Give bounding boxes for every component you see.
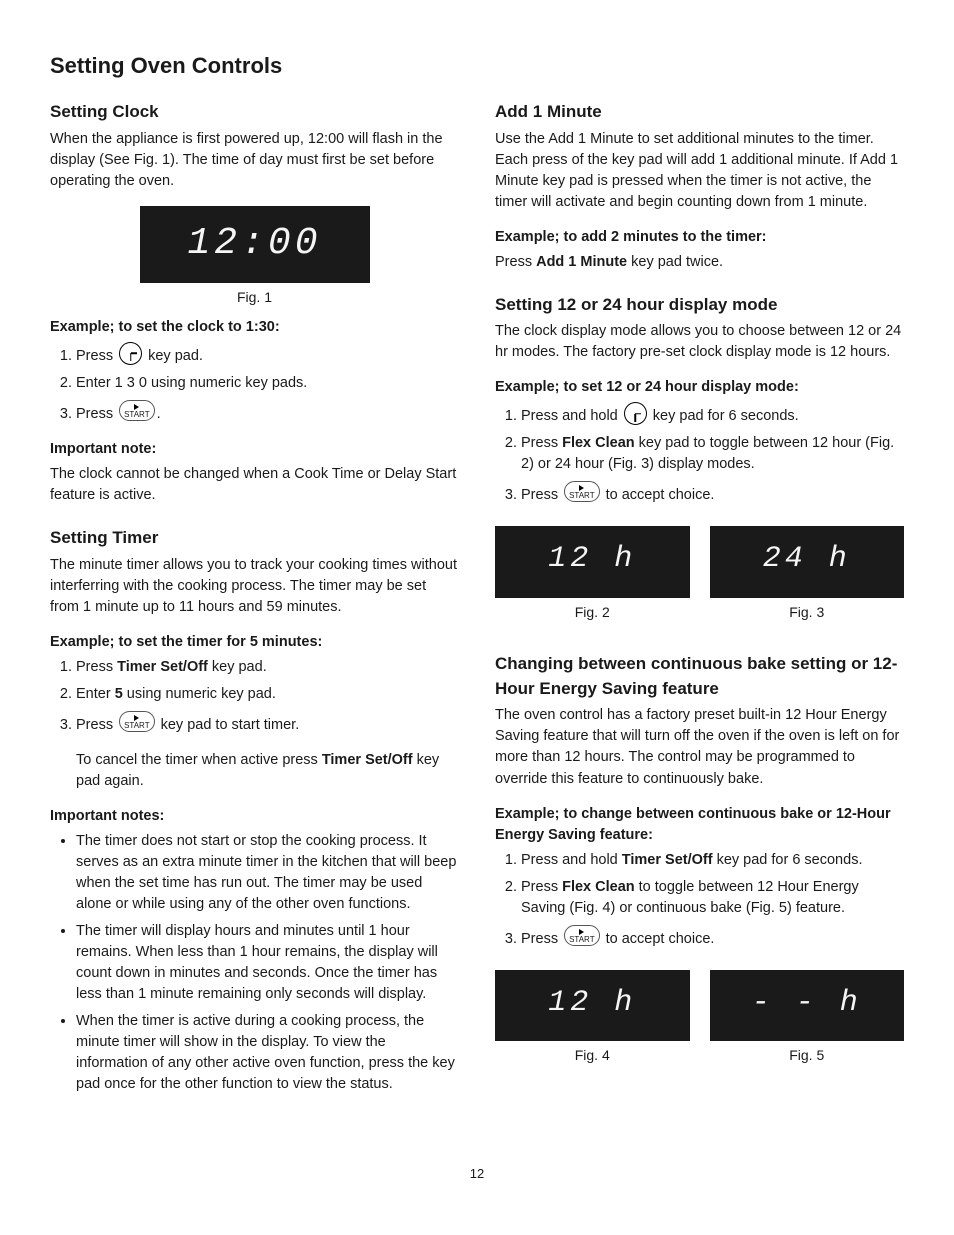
clock-step-2: Enter 1 3 0 using numeric key pads.: [76, 373, 459, 394]
bake-step-1: Press and hold Timer Set/Off key pad for…: [521, 850, 904, 871]
page-title: Setting Oven Controls: [50, 50, 904, 82]
mode-section: Setting 12 or 24 hour display mode The c…: [495, 293, 904, 633]
fig3-box: 24 h Fig. 3: [710, 520, 905, 632]
mode-step-3: Press START to accept choice.: [521, 481, 904, 506]
bake-step-2: Press Flex Clean to toggle between 12 Ho…: [521, 877, 904, 919]
setting-timer-intro: The minute timer allows you to track you…: [50, 555, 459, 618]
fig5-box: - - h Fig. 5: [710, 964, 905, 1076]
clock-example-hdr: Example; to set the clock to 1:30:: [50, 317, 459, 338]
display-fig4: 12 h: [495, 970, 690, 1042]
fig4-fig5-row: 12 h Fig. 4 - - h Fig. 5: [495, 964, 904, 1076]
mode-intro: The clock display mode allows you to cho…: [495, 321, 904, 363]
caption-fig2: Fig. 2: [495, 602, 690, 622]
add1-body: Press Add 1 Minute key pad twice.: [495, 252, 904, 273]
clock-icon: [119, 342, 142, 365]
start-icon: START: [119, 711, 154, 732]
caption-fig1: Fig. 1: [50, 287, 459, 307]
timer-step-2: Enter 5 using numeric key pad.: [76, 684, 459, 705]
setting-timer-section: Setting Timer The minute timer allows yo…: [50, 526, 459, 1095]
bake-heading: Changing between continuous bake setting…: [495, 652, 904, 701]
display-fig2: 12 h: [495, 526, 690, 598]
timer-note-2: The timer will display hours and minutes…: [76, 921, 459, 1005]
bake-step-3: Press START to accept choice.: [521, 925, 904, 950]
start-icon: START: [564, 925, 599, 946]
timer-step-3: Press START key pad to start timer.: [76, 711, 459, 736]
add1-intro: Use the Add 1 Minute to set additional m…: [495, 129, 904, 213]
timer-notes-hdr: Important notes:: [50, 806, 459, 827]
left-column: Setting Clock When the appliance is firs…: [50, 100, 459, 1115]
mode-steps: Press and hold key pad for 6 seconds. Pr…: [495, 402, 904, 506]
clock-steps: Press key pad. Enter 1 3 0 using numeric…: [50, 342, 459, 425]
timer-note-1: The timer does not start or stop the coo…: [76, 831, 459, 915]
caption-fig4: Fig. 4: [495, 1045, 690, 1065]
setting-clock-section: Setting Clock When the appliance is firs…: [50, 100, 459, 506]
caption-fig5: Fig. 5: [710, 1045, 905, 1065]
add1-section: Add 1 Minute Use the Add 1 Minute to set…: [495, 100, 904, 273]
timer-cancel: To cancel the timer when active press Ti…: [76, 750, 459, 792]
display-fig3: 24 h: [710, 526, 905, 598]
caption-fig3: Fig. 3: [710, 602, 905, 622]
fig4-box: 12 h Fig. 4: [495, 964, 690, 1076]
display-fig1: 12:00: [140, 206, 370, 283]
timer-steps: Press Timer Set/Off key pad. Enter 5 usi…: [50, 657, 459, 736]
timer-notes-list: The timer does not start or stop the coo…: [50, 831, 459, 1095]
clock-note-hdr: Important note:: [50, 439, 459, 460]
mode-step-1: Press and hold key pad for 6 seconds.: [521, 402, 904, 427]
bake-example-hdr: Example; to change between continuous ba…: [495, 804, 904, 846]
display-fig5: - - h: [710, 970, 905, 1042]
page-number: 12: [50, 1165, 904, 1184]
bake-section: Changing between continuous bake setting…: [495, 652, 904, 1075]
mode-example-hdr: Example; to set 12 or 24 hour display mo…: [495, 377, 904, 398]
clock-note-body: The clock cannot be changed when a Cook …: [50, 464, 459, 506]
clock-step-1: Press key pad.: [76, 342, 459, 367]
mode-heading: Setting 12 or 24 hour display mode: [495, 293, 904, 318]
timer-step-1: Press Timer Set/Off key pad.: [76, 657, 459, 678]
bake-intro: The oven control has a factory preset bu…: [495, 705, 904, 789]
fig2-box: 12 h Fig. 2: [495, 520, 690, 632]
timer-example-hdr: Example; to set the timer for 5 minutes:: [50, 632, 459, 653]
add1-heading: Add 1 Minute: [495, 100, 904, 125]
setting-timer-heading: Setting Timer: [50, 526, 459, 551]
clock-step-3: Press START.: [76, 400, 459, 425]
timer-note-3: When the timer is active during a cookin…: [76, 1011, 459, 1095]
setting-clock-heading: Setting Clock: [50, 100, 459, 125]
mode-step-2: Press Flex Clean key pad to toggle betwe…: [521, 433, 904, 475]
setting-clock-intro: When the appliance is first powered up, …: [50, 129, 459, 192]
start-icon: START: [119, 400, 154, 421]
fig2-fig3-row: 12 h Fig. 2 24 h Fig. 3: [495, 520, 904, 632]
right-column: Add 1 Minute Use the Add 1 Minute to set…: [495, 100, 904, 1115]
bake-steps: Press and hold Timer Set/Off key pad for…: [495, 850, 904, 950]
add1-example-hdr: Example; to add 2 minutes to the timer:: [495, 227, 904, 248]
start-icon: START: [564, 481, 599, 502]
clock-icon: [624, 402, 647, 425]
two-column-layout: Setting Clock When the appliance is firs…: [50, 100, 904, 1115]
